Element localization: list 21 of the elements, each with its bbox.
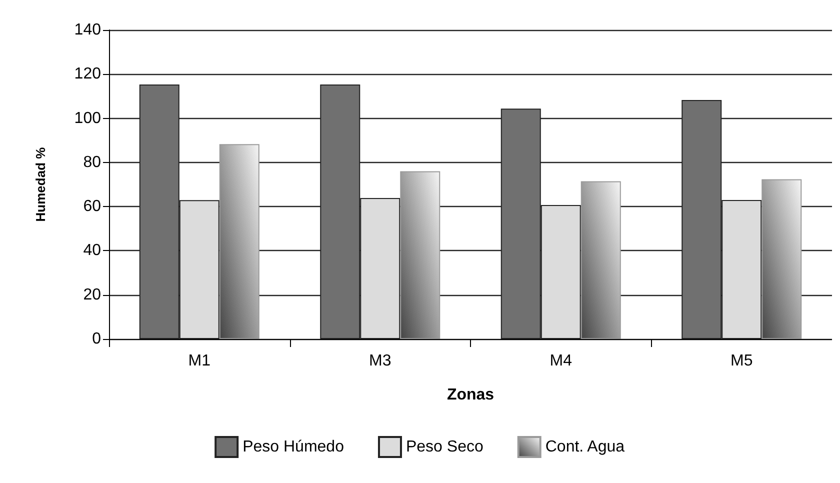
bar [762,179,802,339]
bar [400,171,440,339]
legend-label: Cont. Agua [545,438,625,456]
y-tick-label: 20 [83,286,102,304]
y-axis-title: Humedad % [33,146,48,222]
x-tick-label: M1 [188,352,211,370]
y-tick-label: 60 [83,198,102,216]
legend-label: Peso Seco [406,438,484,456]
y-tick-label: 40 [83,242,102,260]
x-axis-title: Zonas [446,386,494,404]
legend-label: Peso Húmedo [242,438,344,456]
y-tick-label: 120 [74,66,102,83]
x-tick-label: M4 [550,352,572,370]
y-tick-label: 100 [74,110,102,127]
bar [580,181,621,339]
y-tick-label: 0 [92,330,102,348]
x-tick-label: M5 [730,352,753,370]
x-tick-label: M3 [369,352,392,370]
bar [219,144,260,339]
y-tick-label: 140 [74,22,102,38]
y-tick-label: 80 [83,154,102,171]
